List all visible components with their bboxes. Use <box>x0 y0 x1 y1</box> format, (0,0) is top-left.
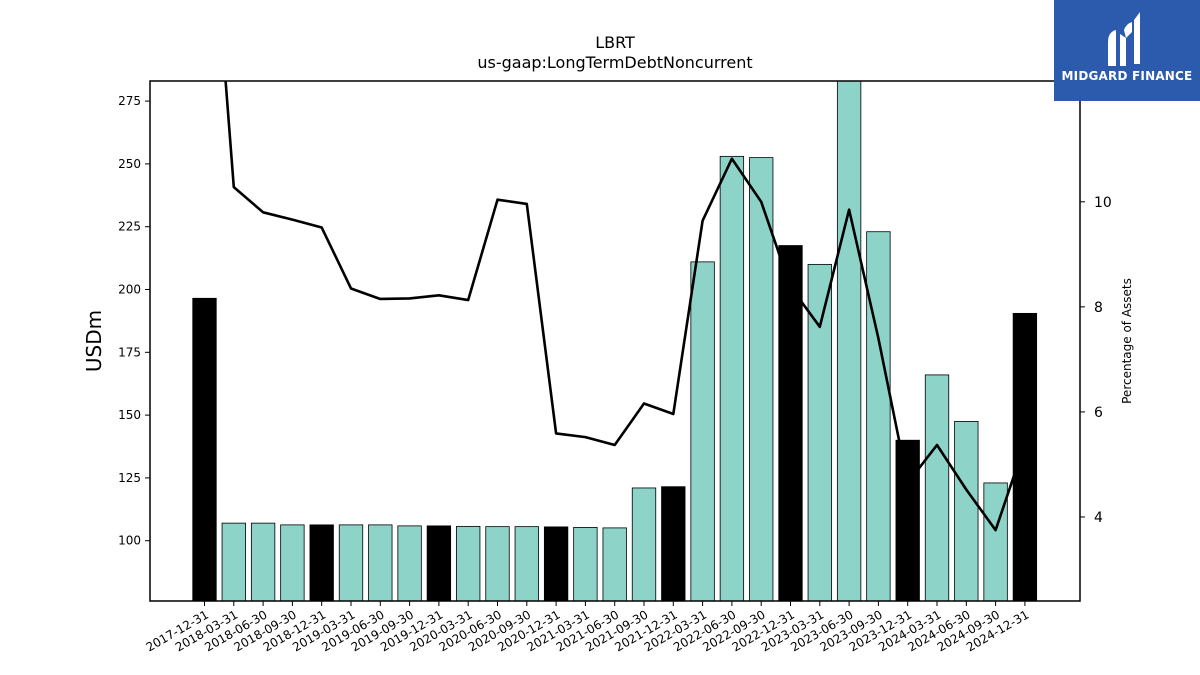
logo-text: MIDGARD FINANCE <box>1061 69 1193 83</box>
bar <box>192 297 217 602</box>
bars <box>192 80 1038 602</box>
y2-axis: 4 6 8 10 <box>1080 195 1112 526</box>
chart-title: LBRT <box>595 33 635 52</box>
y-axis: 100 125 150 175 200 225 250 275 <box>118 94 150 548</box>
bar <box>954 420 979 602</box>
brand-logo: MIDGARD FINANCE <box>1054 0 1200 101</box>
bar <box>280 524 305 602</box>
bar <box>543 526 569 602</box>
bar <box>309 524 334 602</box>
line-series <box>224 81 1027 532</box>
bar <box>573 526 598 602</box>
y-tick-label: 125 <box>118 471 141 485</box>
y2-tick-label: 10 <box>1094 195 1112 211</box>
bar <box>397 525 422 602</box>
y2-tick-label: 6 <box>1094 405 1103 421</box>
y2-tick-label: 4 <box>1094 510 1103 526</box>
y-tick-label: 150 <box>118 408 141 422</box>
bar <box>983 482 1008 602</box>
bar <box>631 487 657 602</box>
chart-subtitle: us-gaap:LongTermDebtNoncurrent <box>477 53 752 72</box>
y-tick-label: 250 <box>118 157 141 171</box>
line-path <box>224 81 1027 532</box>
logo-mark-icon <box>1108 12 1140 66</box>
y-tick-label: 175 <box>118 345 141 359</box>
y2-axis-label: Percentage of Assets <box>1120 278 1134 404</box>
bar <box>338 524 364 602</box>
bar <box>1012 312 1038 602</box>
bar <box>485 526 510 602</box>
y2-tick-label: 8 <box>1094 300 1103 316</box>
bar <box>719 155 745 602</box>
bar <box>690 261 715 602</box>
bar <box>661 486 686 602</box>
bar <box>836 80 862 602</box>
bar <box>866 231 891 602</box>
bar <box>924 374 950 602</box>
bar <box>426 525 452 602</box>
bar <box>602 527 627 602</box>
bar <box>221 522 246 602</box>
bar <box>895 439 920 602</box>
y-tick-label: 200 <box>118 283 141 297</box>
y-tick-label: 100 <box>118 534 141 548</box>
bar <box>456 525 481 602</box>
bar <box>250 522 276 602</box>
bar <box>368 524 393 602</box>
bar <box>514 526 539 602</box>
y-axis-label: USDm <box>82 310 106 372</box>
x-axis: 2017-12-312018-03-312018-06-302018-09-30… <box>144 601 1031 654</box>
y-tick-label: 225 <box>118 220 141 234</box>
y-tick-label: 275 <box>118 94 141 108</box>
